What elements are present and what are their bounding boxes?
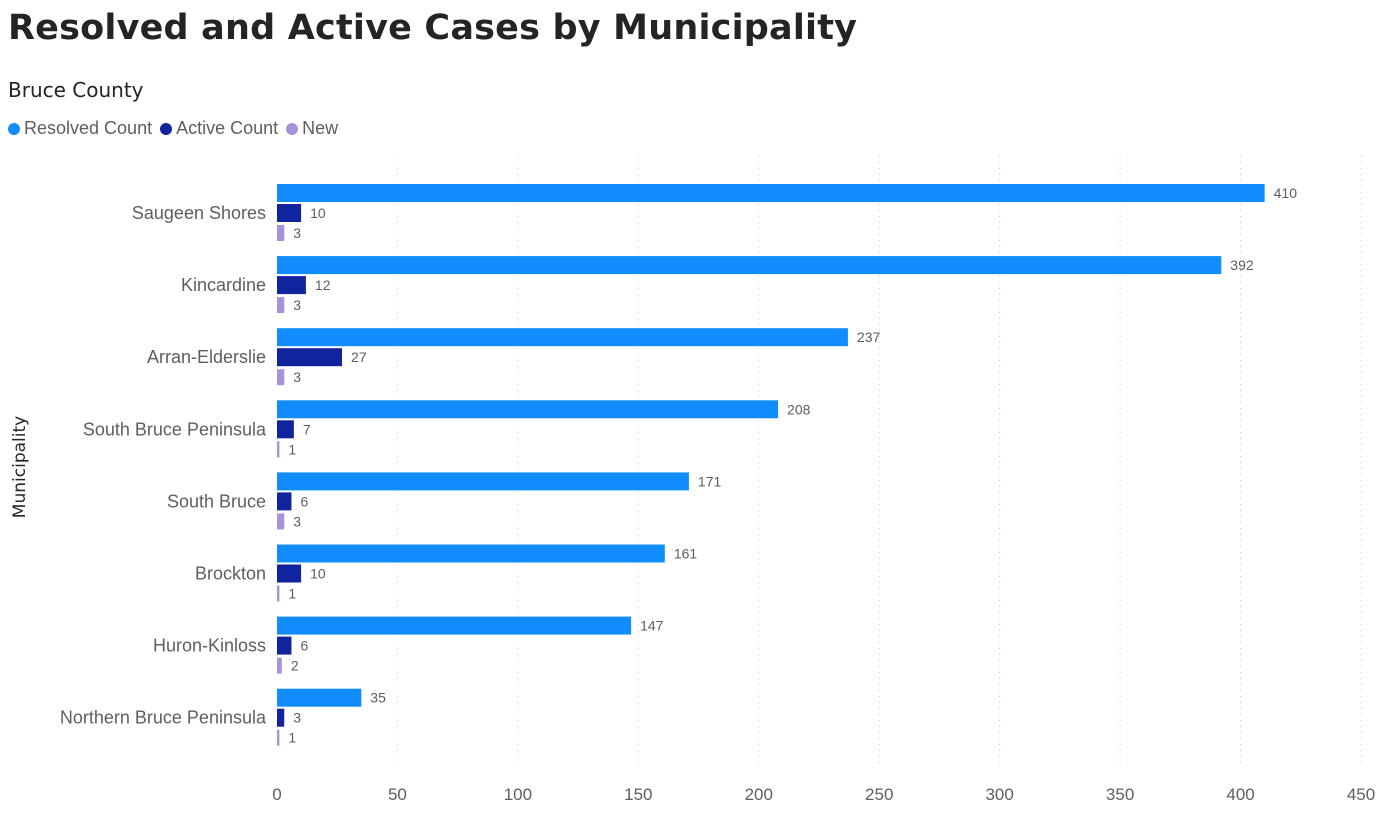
chart-subtitle: Bruce County (8, 78, 144, 102)
data-label-resolved-count-south-bruce: 171 (698, 473, 722, 489)
category-label-northern-bruce-peninsula: Northern Bruce Peninsula (60, 708, 267, 728)
data-label-new-south-bruce-peninsula: 1 (288, 441, 296, 457)
bar-new-northern-bruce-peninsula[interactable] (277, 729, 280, 746)
bar-active-count-kincardine[interactable] (277, 276, 306, 295)
legend-marker-resolved (8, 122, 20, 135)
x-tick-100: 100 (504, 785, 532, 804)
data-label-resolved-count-kincardine: 392 (1230, 257, 1254, 273)
bar-new-south-bruce-peninsula[interactable] (277, 441, 280, 458)
data-label-new-arran-elderslie: 3 (293, 369, 301, 385)
bar-resolved-count-huron-kinloss[interactable] (277, 616, 632, 635)
legend-marker-active (160, 122, 173, 135)
category-label-huron-kinloss: Huron-Kinloss (153, 636, 266, 656)
x-tick-300: 300 (985, 785, 1013, 804)
data-label-new-south-bruce: 3 (293, 513, 301, 529)
data-label-active-count-south-bruce-peninsula: 7 (303, 421, 311, 437)
bar-resolved-count-south-bruce[interactable] (277, 472, 689, 491)
category-label-arran-elderslie: Arran-Elderslie (147, 347, 266, 367)
data-label-resolved-count-south-bruce-peninsula: 208 (787, 401, 811, 417)
x-tick-labels: 0 50 100 150 200 250 300 350 400 450 (272, 785, 1375, 804)
data-label-active-count-northern-bruce-peninsula: 3 (293, 710, 301, 726)
data-label-active-count-brockton: 10 (310, 566, 326, 582)
data-label-active-count-arran-elderslie: 27 (351, 349, 367, 365)
category-label-kincardine: Kincardine (181, 275, 266, 295)
bar-resolved-count-brockton[interactable] (277, 544, 665, 563)
bar-active-count-saugeen-shores[interactable] (277, 204, 302, 222)
bar-new-kincardine[interactable] (277, 297, 285, 314)
data-label-new-northern-bruce-peninsula: 1 (288, 730, 296, 746)
bar-active-count-northern-bruce-peninsula[interactable] (277, 708, 285, 727)
x-tick-200: 200 (745, 785, 773, 804)
bar-active-count-brockton[interactable] (277, 564, 302, 583)
data-label-new-brockton: 1 (288, 586, 296, 602)
legend-item-new[interactable]: New (286, 118, 338, 139)
x-tick-150: 150 (624, 785, 652, 804)
legend: Resolved Count Active Count New (8, 118, 346, 139)
data-label-new-huron-kinloss: 2 (291, 658, 299, 674)
legend-item-active[interactable]: Active Count (160, 118, 278, 139)
bar-new-south-bruce[interactable] (277, 513, 285, 530)
legend-marker-new (286, 122, 299, 135)
data-label-resolved-count-brockton: 161 (674, 546, 698, 562)
grid-lines (396, 156, 1362, 768)
data-label-resolved-count-arran-elderslie: 237 (857, 329, 881, 345)
data-label-new-kincardine: 3 (293, 297, 301, 313)
bar-resolved-count-kincardine[interactable] (277, 256, 1222, 275)
bar-active-count-south-bruce-peninsula[interactable] (277, 420, 294, 439)
bar-new-brockton[interactable] (277, 585, 280, 602)
bar-active-count-arran-elderslie[interactable] (277, 348, 343, 367)
bar-active-count-south-bruce[interactable] (277, 492, 292, 511)
y-axis-label: Municipality (10, 416, 30, 518)
x-tick-400: 400 (1226, 785, 1254, 804)
category-label-brockton: Brockton (195, 564, 266, 584)
chart-title: Resolved and Active Cases by Municipalit… (8, 8, 858, 48)
bar-new-arran-elderslie[interactable] (277, 369, 285, 386)
data-label-active-count-south-bruce: 6 (300, 493, 308, 509)
data-label-active-count-huron-kinloss: 6 (300, 638, 308, 654)
x-tick-50: 50 (388, 785, 407, 804)
bar-new-saugeen-shores[interactable] (277, 225, 285, 241)
data-label-resolved-count-huron-kinloss: 147 (640, 618, 664, 634)
bar-new-huron-kinloss[interactable] (277, 657, 282, 674)
category-labels: Saugeen Shores Kincardine Arran-Elderslie S… (60, 203, 267, 728)
x-tick-250: 250 (865, 785, 893, 804)
x-tick-0: 0 (272, 785, 281, 804)
data-label-new-saugeen-shores: 3 (293, 225, 301, 241)
category-label-saugeen-shores: Saugeen Shores (132, 203, 266, 223)
bar-active-count-huron-kinloss[interactable] (277, 636, 292, 655)
bar-resolved-count-saugeen-shores[interactable] (277, 184, 1265, 202)
category-label-south-bruce: South Bruce (167, 491, 266, 511)
category-label-south-bruce-peninsula: South Bruce Peninsula (83, 419, 267, 439)
data-label-resolved-count-northern-bruce-peninsula: 35 (370, 690, 386, 706)
data-label-resolved-count-saugeen-shores: 410 (1274, 185, 1298, 201)
legend-label-active: Active Count (176, 118, 279, 138)
bar-resolved-count-south-bruce-peninsula[interactable] (277, 400, 779, 419)
bar-resolved-count-arran-elderslie[interactable] (277, 328, 848, 347)
bar-resolved-count-northern-bruce-peninsula[interactable] (277, 688, 362, 707)
legend-label-resolved: Resolved Count (24, 118, 153, 138)
legend-label-new: New (302, 118, 339, 138)
data-label-active-count-saugeen-shores: 10 (310, 205, 326, 221)
data-label-active-count-kincardine: 12 (315, 277, 331, 293)
x-tick-450: 450 (1347, 785, 1375, 804)
bars: 4101033921232372732087117163161101147623… (277, 184, 1297, 746)
x-tick-350: 350 (1106, 785, 1134, 804)
legend-item-resolved[interactable]: Resolved Count (8, 118, 152, 139)
